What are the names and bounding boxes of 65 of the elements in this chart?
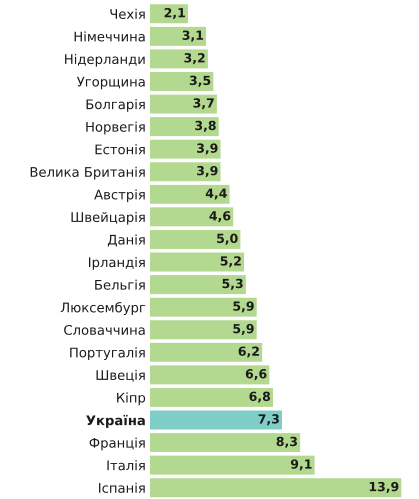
y-tick-label: Німеччина	[74, 31, 145, 42]
y-tick-label: Франція	[90, 438, 145, 450]
data-label: 13,9	[370, 482, 398, 493]
data-label: 7,3	[258, 414, 279, 426]
data-label: 3,7	[193, 98, 214, 110]
bar	[150, 298, 257, 317]
bar	[150, 184, 230, 204]
bar	[150, 388, 273, 407]
y-tick-label: Кіпр	[117, 392, 146, 406]
bar	[150, 140, 221, 159]
data-label: 3,1	[182, 30, 204, 42]
y-tick-label: Чехія	[110, 8, 145, 19]
bar	[150, 117, 219, 136]
y-tick-label: Україна	[86, 414, 145, 428]
bar	[150, 456, 315, 475]
bar	[150, 72, 214, 91]
bar	[150, 342, 262, 362]
bar	[150, 207, 234, 226]
y-tick-label: Нідерланди	[65, 54, 145, 67]
bar	[150, 49, 208, 68]
bar	[150, 230, 240, 249]
y-tick-label: Болгарія	[86, 99, 145, 112]
y-tick-label: Іспанія	[99, 482, 145, 493]
bar	[150, 162, 221, 182]
data-label: 3,9	[197, 166, 218, 177]
data-label: 9,1	[290, 459, 312, 470]
y-tick-label: Угорщина	[76, 76, 145, 90]
data-label: 5,2	[220, 256, 241, 268]
y-tick-label: Словаччина	[64, 324, 145, 335]
bar	[150, 433, 300, 452]
data-label: 3,9	[197, 143, 218, 154]
bar	[150, 478, 402, 498]
bar	[150, 26, 206, 46]
data-label: 4,6	[209, 211, 230, 222]
data-label: 6,6	[246, 369, 267, 380]
bar	[150, 275, 246, 294]
data-label: 5,0	[217, 234, 238, 245]
y-tick-label: Ірландія	[88, 257, 145, 270]
data-label: 3,8	[195, 120, 216, 132]
y-tick-label: Бельгія	[95, 280, 145, 290]
y-tick-label: Естонія	[96, 144, 145, 154]
data-label: 6,8	[249, 392, 270, 403]
data-label: 2,1	[164, 8, 185, 20]
y-tick-label: Швеція	[96, 370, 145, 382]
y-tick-label: Португалія	[70, 347, 145, 360]
y-tick-label: Австрія	[94, 189, 145, 202]
bar	[150, 252, 244, 272]
data-label: 8,3	[276, 436, 297, 448]
y-tick-label: Велика Британія	[30, 166, 145, 180]
data-label: 6,2	[238, 346, 259, 358]
y-tick-label: Італія	[107, 460, 145, 470]
data-label: 5,9	[233, 301, 254, 312]
bar	[150, 365, 270, 384]
data-label: 3,5	[190, 76, 210, 87]
y-tick-label: Люксембург	[60, 302, 146, 316]
data-label: 4,4	[206, 188, 227, 200]
data-label: 5,9	[233, 324, 254, 335]
y-tick-label: Норвегія	[86, 122, 145, 134]
bar	[150, 320, 257, 340]
bar	[150, 94, 217, 114]
data-label: 3,2	[184, 53, 205, 64]
y-tick-label: Швейцарія	[72, 212, 145, 225]
bar	[150, 410, 282, 430]
data-label: 5,3	[222, 278, 243, 290]
y-tick-label: Данія	[108, 234, 145, 247]
